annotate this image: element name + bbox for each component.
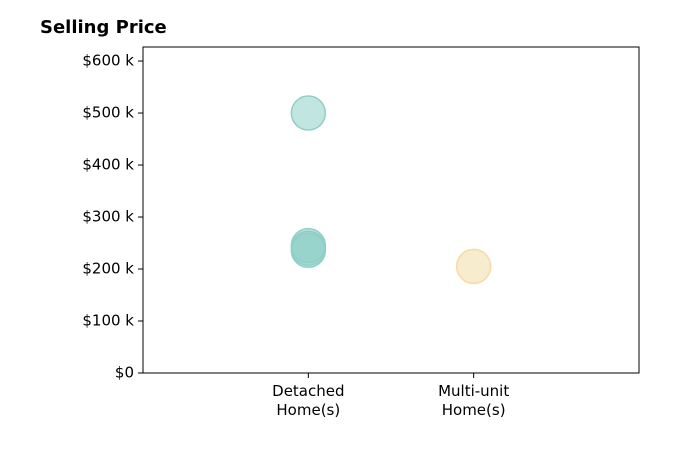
y-tick-label: $200 k bbox=[82, 260, 134, 278]
y-tick-label: $500 k bbox=[82, 104, 134, 122]
point bbox=[290, 95, 327, 131]
x-tick-label: Multi-unit Home(s) bbox=[438, 382, 510, 419]
y-tick-label: $0 bbox=[115, 364, 134, 382]
point bbox=[455, 248, 492, 285]
y-tick-label: $600 k bbox=[82, 52, 134, 70]
chart-title: Selling Price bbox=[40, 17, 167, 38]
point bbox=[290, 232, 327, 269]
y-tick-label: $400 k bbox=[82, 156, 134, 174]
x-tick-label: Detached Home(s) bbox=[272, 382, 345, 419]
y-tick-label: $100 k bbox=[82, 312, 134, 330]
y-tick-label: $300 k bbox=[82, 208, 134, 226]
plot-frame bbox=[142, 46, 640, 374]
